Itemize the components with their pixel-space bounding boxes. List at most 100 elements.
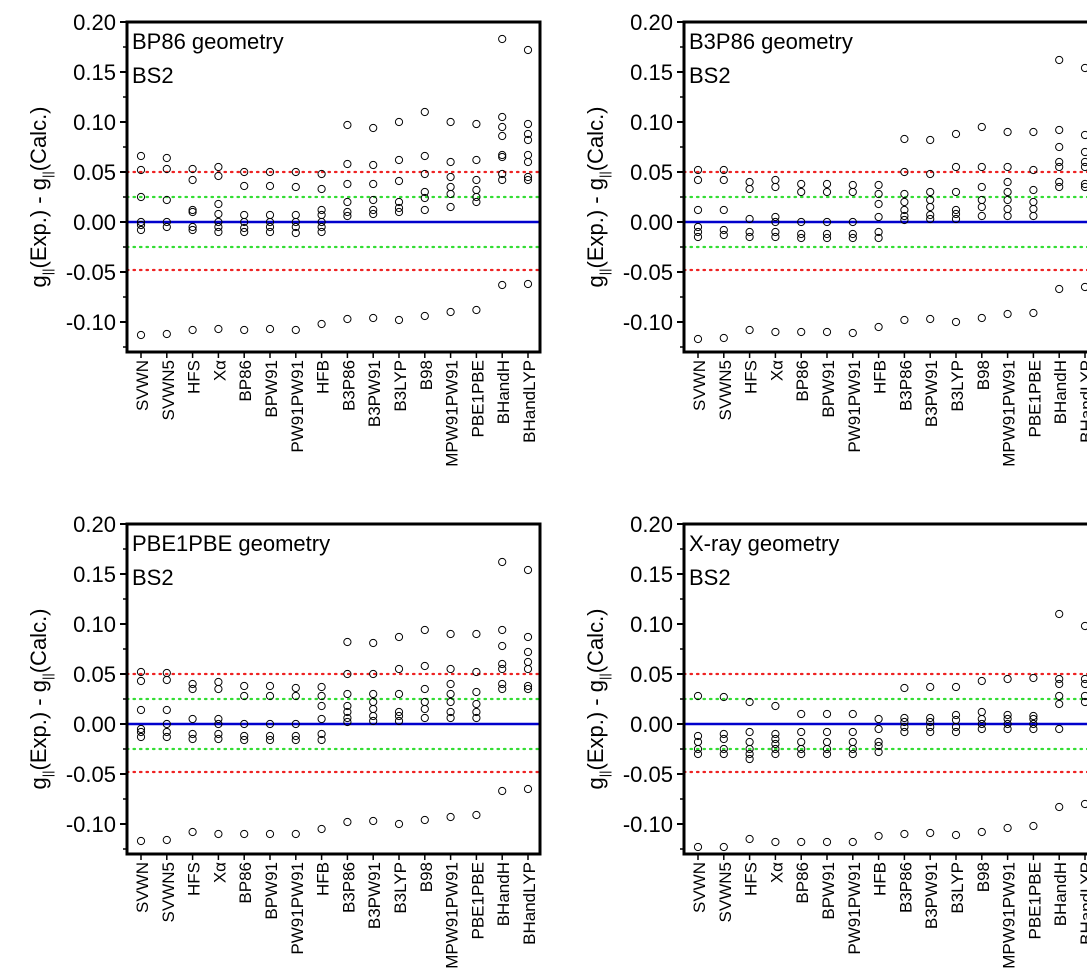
data-point bbox=[1029, 719, 1038, 729]
data-point bbox=[420, 187, 429, 197]
data-point bbox=[523, 565, 533, 575]
x-tick-label: B3PW91 bbox=[922, 862, 941, 929]
data-point bbox=[977, 162, 986, 172]
data-point bbox=[369, 313, 378, 323]
data-point bbox=[240, 181, 249, 191]
x-tick-label: B3P86 bbox=[339, 360, 358, 411]
data-point bbox=[188, 325, 197, 335]
data-point bbox=[498, 684, 507, 694]
data-point bbox=[472, 185, 481, 195]
data-point bbox=[1003, 724, 1012, 734]
data-point bbox=[1029, 197, 1038, 207]
data-point bbox=[848, 229, 857, 239]
y-tick-label: 0.20 bbox=[630, 512, 673, 537]
x-tick-label: PBE1PBE bbox=[468, 360, 487, 438]
data-point bbox=[420, 661, 429, 671]
data-point bbox=[822, 737, 832, 747]
data-point bbox=[745, 232, 754, 242]
data-point bbox=[291, 167, 300, 177]
data-point bbox=[900, 713, 909, 723]
data-point bbox=[926, 722, 935, 732]
data-point bbox=[265, 681, 275, 691]
data-point bbox=[874, 322, 883, 332]
x-tick-label: SVWN5 bbox=[159, 360, 178, 420]
data-point bbox=[472, 810, 481, 820]
x-tick-label: HFB bbox=[871, 862, 890, 896]
data-point bbox=[745, 697, 754, 707]
data-point bbox=[951, 205, 961, 215]
y-tick-label: 0.05 bbox=[73, 160, 116, 185]
data-point bbox=[874, 233, 883, 243]
data-point bbox=[745, 737, 754, 747]
data-point bbox=[797, 179, 806, 189]
data-point bbox=[343, 717, 352, 727]
data-point bbox=[900, 717, 909, 727]
data-point bbox=[848, 709, 857, 719]
data-point bbox=[369, 689, 378, 699]
data-point bbox=[291, 731, 300, 741]
data-point bbox=[240, 167, 249, 177]
x-tick-label: Xα bbox=[210, 360, 229, 381]
data-point bbox=[1055, 182, 1064, 192]
data-point bbox=[214, 324, 223, 334]
data-point bbox=[874, 747, 883, 757]
data-point bbox=[848, 837, 857, 847]
data-point bbox=[265, 735, 275, 745]
x-tick-label: BHandH bbox=[1051, 360, 1070, 424]
plot-frame bbox=[682, 20, 1087, 354]
data-point bbox=[265, 324, 275, 334]
data-point bbox=[162, 835, 171, 845]
y-tick-label: 0.15 bbox=[630, 562, 673, 587]
data-point bbox=[719, 205, 728, 215]
y-tick-label: -0.05 bbox=[623, 260, 673, 285]
data-point bbox=[420, 311, 429, 321]
y-tick-label: 0.10 bbox=[630, 612, 673, 637]
data-point bbox=[394, 203, 404, 213]
data-point bbox=[1029, 185, 1038, 195]
data-point bbox=[523, 784, 533, 794]
data-point bbox=[136, 192, 146, 202]
data-point bbox=[472, 629, 481, 639]
data-point bbox=[1029, 204, 1038, 214]
data-point bbox=[926, 202, 935, 212]
x-tick-label: B3P86 bbox=[896, 360, 915, 411]
x-tick-label: BP86 bbox=[236, 360, 255, 402]
chart-title: BP86 geometry bbox=[132, 29, 284, 54]
data-point bbox=[188, 684, 197, 694]
data-point bbox=[951, 830, 961, 840]
chart-subtitle: BS2 bbox=[689, 63, 731, 88]
data-point bbox=[874, 737, 883, 747]
data-point bbox=[771, 749, 780, 759]
data-point bbox=[214, 677, 223, 687]
data-point bbox=[498, 152, 507, 162]
data-point bbox=[797, 187, 806, 197]
x-tick-label: BP86 bbox=[793, 862, 812, 904]
y-tick-label: 0.20 bbox=[630, 10, 673, 35]
data-point bbox=[343, 159, 352, 169]
data-point bbox=[214, 227, 223, 237]
data-point bbox=[1055, 691, 1064, 701]
data-point bbox=[162, 732, 171, 742]
data-point bbox=[446, 629, 455, 639]
data-point bbox=[472, 699, 481, 709]
y-axis-label-part: g bbox=[583, 275, 608, 287]
chart-title: PBE1PBE geometry bbox=[132, 531, 330, 556]
data-point bbox=[1003, 204, 1012, 214]
y-tick-label: -0.10 bbox=[623, 812, 673, 837]
data-point bbox=[420, 169, 429, 179]
data-point bbox=[693, 175, 703, 185]
data-point bbox=[446, 697, 455, 707]
x-tick-label: B3LYP bbox=[948, 360, 967, 412]
data-point bbox=[771, 227, 780, 237]
data-point bbox=[771, 232, 780, 242]
data-point bbox=[1003, 177, 1012, 187]
data-point bbox=[446, 707, 455, 717]
data-point bbox=[369, 816, 378, 826]
data-point bbox=[188, 729, 197, 739]
data-point bbox=[771, 217, 780, 227]
data-point bbox=[900, 197, 909, 207]
chart-subtitle: BS2 bbox=[132, 565, 174, 590]
data-point bbox=[162, 727, 171, 737]
data-point bbox=[214, 729, 223, 739]
y-tick-label: 0.15 bbox=[630, 60, 673, 85]
